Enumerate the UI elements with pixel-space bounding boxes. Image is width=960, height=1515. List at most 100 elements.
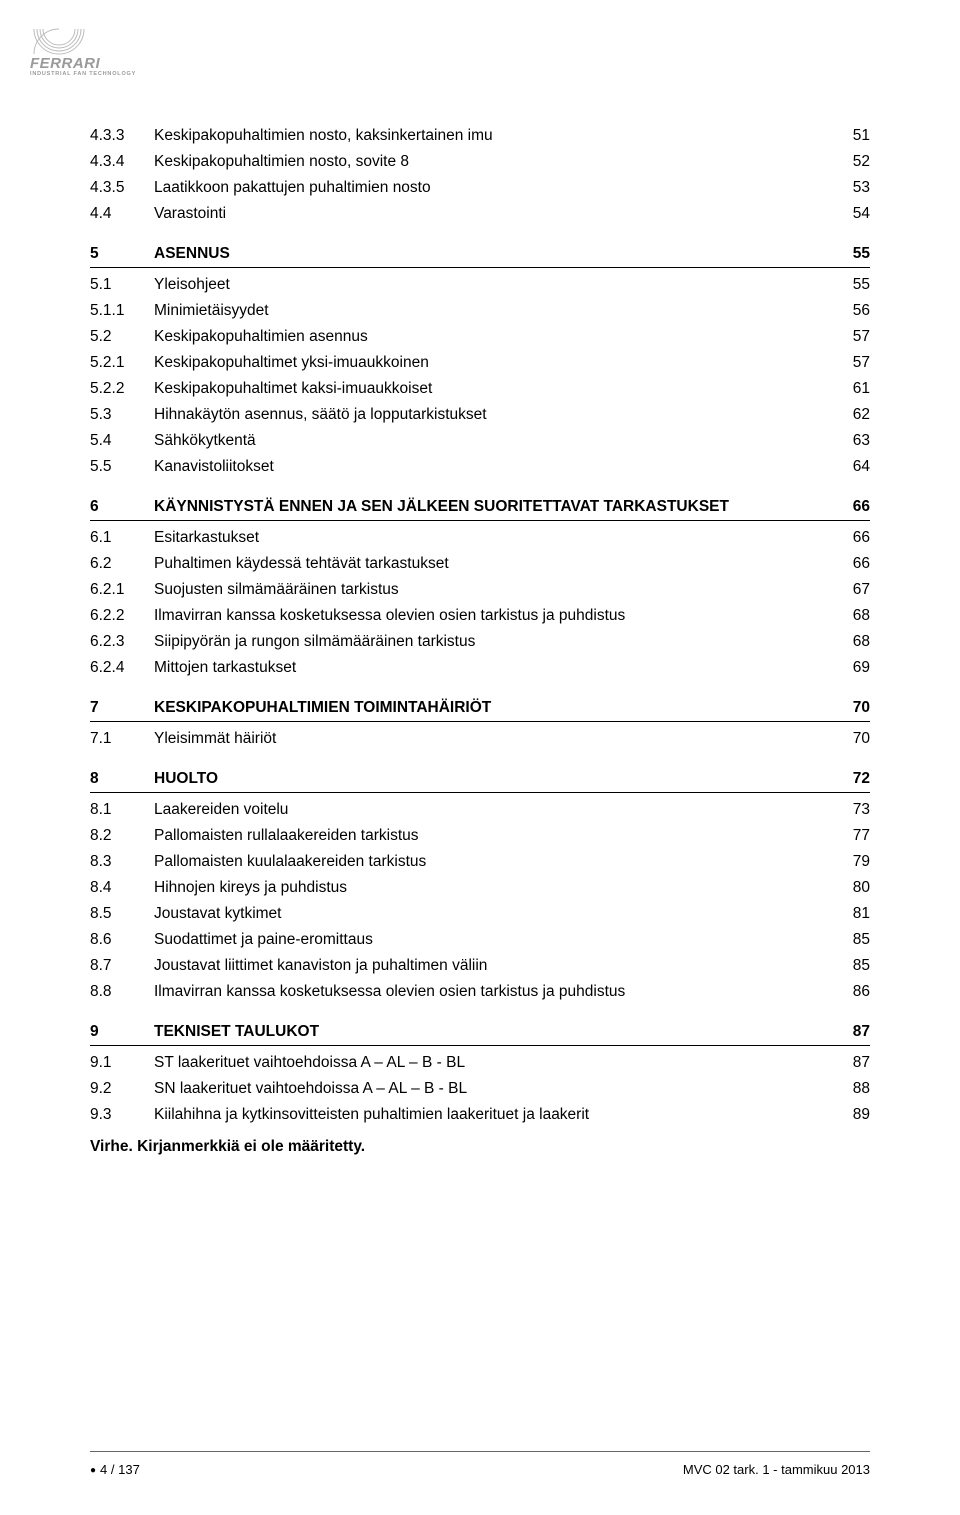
toc-title: ASENNUS (154, 243, 830, 265)
toc-title: Puhaltimen käydessä tehtävät tarkastukse… (154, 553, 830, 575)
toc-page: 62 (830, 404, 870, 426)
toc-num: 6 (90, 496, 154, 518)
toc-num: 9.3 (90, 1104, 154, 1126)
page-footer: ●4 / 137 MVC 02 tark. 1 - tammikuu 2013 (90, 1451, 870, 1477)
toc-section: 9TEKNISET TAULUKOT879.1ST laakerituet va… (90, 1021, 870, 1126)
toc-num: 8.3 (90, 851, 154, 873)
toc-num: 8.6 (90, 929, 154, 951)
brand-logo: FERRARI INDUSTRIAL FAN TECHNOLOGY (30, 18, 136, 78)
toc-entry-row: 8.1Laakereiden voitelu73 (90, 799, 870, 821)
toc-title: Keskipakopuhaltimien nosto, kaksinkertai… (154, 125, 830, 147)
toc-page: 68 (830, 631, 870, 653)
toc-entry-row: 8.6Suodattimet ja paine-eromittaus85 (90, 929, 870, 951)
toc-page: 55 (830, 243, 870, 265)
toc-title: Kiilahihna ja kytkinsovitteisten puhalti… (154, 1104, 830, 1126)
toc-title: Kanavistoliitokset (154, 456, 830, 478)
page-count-text: 4 / 137 (100, 1462, 140, 1477)
toc-num: 8.2 (90, 825, 154, 847)
toc-entry-row: 5.4Sähkökytkentä63 (90, 430, 870, 452)
toc-num: 9 (90, 1021, 154, 1043)
toc-page: 85 (830, 929, 870, 951)
toc-page: 72 (830, 768, 870, 790)
toc-section: 5ASENNUS555.1Yleisohjeet555.1.1Minimietä… (90, 243, 870, 478)
toc-page: 67 (830, 579, 870, 601)
toc-entry-row: 9.3Kiilahihna ja kytkinsovitteisten puha… (90, 1104, 870, 1126)
toc-num: 4.3.3 (90, 125, 154, 147)
toc-num: 7 (90, 697, 154, 719)
toc-entry-row: 5.5Kanavistoliitokset64 (90, 456, 870, 478)
toc-num: 9.2 (90, 1078, 154, 1100)
toc-num: 5.4 (90, 430, 154, 452)
toc-section: 7KESKIPAKOPUHALTIMIEN TOIMINTAHÄIRIÖT707… (90, 697, 870, 750)
toc-title: Suojusten silmämääräinen tarkistus (154, 579, 830, 601)
toc-num: 8.1 (90, 799, 154, 821)
toc-page: 66 (830, 496, 870, 518)
toc-page: 54 (830, 203, 870, 225)
toc-entry-row: 8.2Pallomaisten rullalaakereiden tarkist… (90, 825, 870, 847)
toc-heading-row: 6KÄYNNISTYSTÄ ENNEN JA SEN JÄLKEEN SUORI… (90, 496, 870, 521)
toc-title: KESKIPAKOPUHALTIMIEN TOIMINTAHÄIRIÖT (154, 697, 830, 719)
toc-entry-row: 9.2SN laakerituet vaihtoehdoissa A – AL … (90, 1078, 870, 1100)
toc-title: Mittojen tarkastukset (154, 657, 830, 679)
toc-num: 8.7 (90, 955, 154, 977)
toc-entry-row: 8.3Pallomaisten kuulalaakereiden tarkist… (90, 851, 870, 873)
table-of-contents: 4.3.3Keskipakopuhaltimien nosto, kaksink… (90, 125, 870, 1126)
bullet-icon: ● (90, 1465, 96, 1476)
toc-entry-row: 5.1.1Minimietäisyydet56 (90, 300, 870, 322)
toc-num: 5.2.2 (90, 378, 154, 400)
toc-num: 4.3.4 (90, 151, 154, 173)
toc-title: Sähkökytkentä (154, 430, 830, 452)
document-page: FERRARI INDUSTRIAL FAN TECHNOLOGY 4.3.3K… (0, 0, 960, 1515)
toc-title: ST laakerituet vaihtoehdoissa A – AL – B… (154, 1052, 830, 1074)
toc-entry-row: 4.3.4Keskipakopuhaltimien nosto, sovite … (90, 151, 870, 173)
toc-num: 5.2 (90, 326, 154, 348)
toc-page: 89 (830, 1104, 870, 1126)
toc-entry-row: 5.1Yleisohjeet55 (90, 274, 870, 296)
toc-num: 8.5 (90, 903, 154, 925)
toc-title: Hihnojen kireys ja puhdistus (154, 877, 830, 899)
toc-section: 6KÄYNNISTYSTÄ ENNEN JA SEN JÄLKEEN SUORI… (90, 496, 870, 679)
toc-title: KÄYNNISTYSTÄ ENNEN JA SEN JÄLKEEN SUORIT… (154, 496, 830, 518)
toc-page: 88 (830, 1078, 870, 1100)
toc-page: 70 (830, 697, 870, 719)
toc-entry-row: 6.2Puhaltimen käydessä tehtävät tarkastu… (90, 553, 870, 575)
toc-entry-row: 8.7Joustavat liittimet kanaviston ja puh… (90, 955, 870, 977)
toc-entry-row: 8.4Hihnojen kireys ja puhdistus80 (90, 877, 870, 899)
toc-page: 66 (830, 553, 870, 575)
toc-title: Keskipakopuhaltimien asennus (154, 326, 830, 348)
toc-num: 8.4 (90, 877, 154, 899)
toc-heading-row: 7KESKIPAKOPUHALTIMIEN TOIMINTAHÄIRIÖT70 (90, 697, 870, 722)
toc-title: Ilmavirran kanssa kosketuksessa olevien … (154, 981, 830, 1003)
toc-title: Siipipyörän ja rungon silmämääräinen tar… (154, 631, 830, 653)
toc-page: 53 (830, 177, 870, 199)
toc-section: 8HUOLTO728.1Laakereiden voitelu738.2Pall… (90, 768, 870, 1003)
toc-page: 68 (830, 605, 870, 627)
toc-page: 63 (830, 430, 870, 452)
toc-title: Suodattimet ja paine-eromittaus (154, 929, 830, 951)
toc-page: 57 (830, 352, 870, 374)
toc-page: 87 (830, 1052, 870, 1074)
toc-page: 79 (830, 851, 870, 873)
toc-page: 61 (830, 378, 870, 400)
toc-page: 69 (830, 657, 870, 679)
toc-title: Joustavat kytkimet (154, 903, 830, 925)
toc-section: 4.3.3Keskipakopuhaltimien nosto, kaksink… (90, 125, 870, 225)
toc-num: 4.3.5 (90, 177, 154, 199)
toc-page: 52 (830, 151, 870, 173)
bookmark-error-text: Virhe. Kirjanmerkkiä ei ole määritetty. (90, 1138, 870, 1156)
toc-page: 87 (830, 1021, 870, 1043)
toc-page: 81 (830, 903, 870, 925)
toc-page: 56 (830, 300, 870, 322)
toc-title: SN laakerituet vaihtoehdoissa A – AL – B… (154, 1078, 830, 1100)
toc-num: 8 (90, 768, 154, 790)
toc-entry-row: 8.5Joustavat kytkimet81 (90, 903, 870, 925)
toc-title: Pallomaisten kuulalaakereiden tarkistus (154, 851, 830, 873)
toc-title: Keskipakopuhaltimet kaksi-imuaukkoiset (154, 378, 830, 400)
toc-entry-row: 8.8Ilmavirran kanssa kosketuksessa olevi… (90, 981, 870, 1003)
toc-title: Pallomaisten rullalaakereiden tarkistus (154, 825, 830, 847)
toc-heading-row: 9TEKNISET TAULUKOT87 (90, 1021, 870, 1046)
toc-page: 86 (830, 981, 870, 1003)
toc-entry-row: 6.1Esitarkastukset66 (90, 527, 870, 549)
toc-num: 6.2.2 (90, 605, 154, 627)
toc-entry-row: 4.3.3Keskipakopuhaltimien nosto, kaksink… (90, 125, 870, 147)
